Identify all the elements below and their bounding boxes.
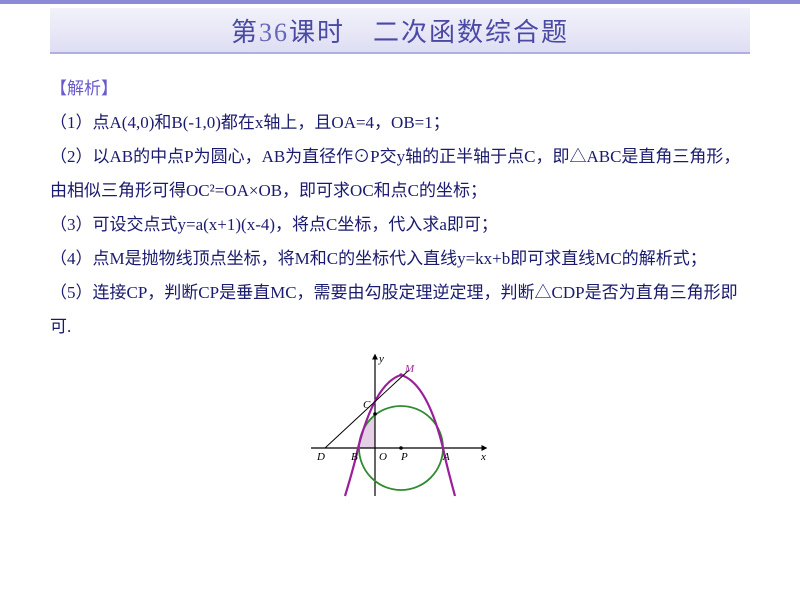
label-m: M <box>404 363 415 375</box>
label-c: C <box>363 399 371 411</box>
paragraph-2: （2）以AB的中点P为圆心，AB为直径作⊙P交y轴的正半轴于点C，即△ABC是直… <box>50 140 750 208</box>
label-b: B <box>351 451 358 463</box>
label-p: P <box>400 451 408 463</box>
analysis-label: 【解析】 <box>50 72 750 106</box>
point-c <box>373 412 377 416</box>
parabola <box>345 375 455 496</box>
figure-container: y x O A B P C M D <box>50 348 750 498</box>
label-y: y <box>378 353 384 365</box>
title-prefix: 第 <box>231 18 259 47</box>
lesson-title: 第36课时 二次函数综合题 <box>231 12 569 49</box>
label-a: A <box>442 451 450 463</box>
content-area: 【解析】 （1）点A(4,0)和B(-1,0)都在x轴上，且OA=4，OB=1；… <box>0 54 800 498</box>
paragraph-3: （3）可设交点式y=a(x+1)(x-4)，将点C坐标，代入求a即可； <box>50 208 750 242</box>
title-spacer <box>345 18 373 47</box>
title-suffix1: 课时 <box>289 18 345 47</box>
label-x: x <box>480 451 486 463</box>
paragraph-5: （5）连接CP，判断CP是垂直MC，需要由勾股定理逆定理，判断△CDP是否为直角… <box>50 276 750 344</box>
point-p <box>399 446 403 450</box>
label-o: O <box>379 451 387 463</box>
title-subject: 二次函数综合题 <box>373 18 569 47</box>
label-d: D <box>316 451 325 463</box>
math-figure: y x O A B P C M D <box>305 348 495 498</box>
slide: 第36课时 二次函数综合题 【解析】 （1）点A(4,0)和B(-1,0)都在x… <box>0 0 800 600</box>
paragraph-1: （1）点A(4,0)和B(-1,0)都在x轴上，且OA=4，OB=1； <box>50 106 750 140</box>
title-bar: 第36课时 二次函数综合题 <box>50 8 750 54</box>
paragraph-4: （4）点M是抛物线顶点坐标，将M和C的坐标代入直线y=kx+b即可求直线MC的解… <box>50 242 750 276</box>
title-number: 36 <box>259 18 289 47</box>
point-m <box>399 373 403 377</box>
